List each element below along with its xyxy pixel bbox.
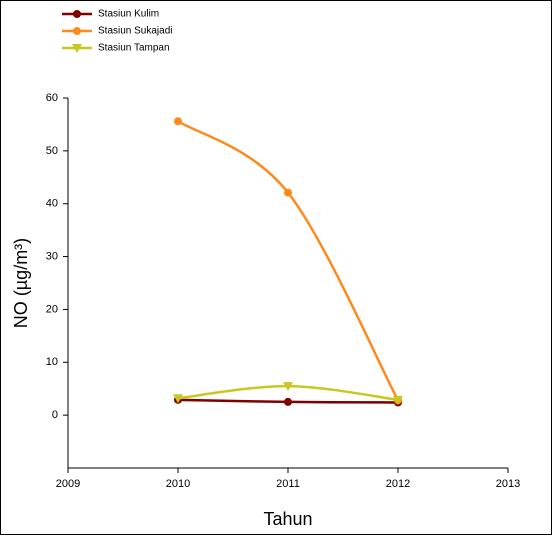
y-tick-label: 40 bbox=[46, 198, 58, 210]
marker bbox=[284, 188, 292, 197]
legend-label: Stasiun Kulim bbox=[98, 9, 159, 20]
x-axis-label: Tahun bbox=[263, 509, 312, 529]
x-tick-label: 2013 bbox=[496, 478, 520, 490]
x-tick-label: 2010 bbox=[166, 478, 190, 490]
y-tick-label: 60 bbox=[46, 92, 58, 104]
x-tick-label: 2009 bbox=[56, 478, 80, 490]
y-tick-label: 0 bbox=[52, 409, 58, 421]
marker bbox=[73, 27, 81, 35]
marker bbox=[284, 397, 292, 406]
marker bbox=[73, 10, 81, 18]
y-tick-label: 30 bbox=[46, 250, 58, 262]
marker bbox=[393, 395, 403, 405]
series-line bbox=[177, 120, 400, 401]
marker bbox=[283, 382, 293, 392]
x-tick-label: 2012 bbox=[386, 478, 410, 490]
marker bbox=[174, 117, 182, 126]
legend-label: Stasiun Tampan bbox=[98, 43, 170, 54]
marker bbox=[72, 44, 82, 53]
y-tick-label: 10 bbox=[46, 356, 58, 368]
marker bbox=[173, 394, 183, 404]
legend-label: Stasiun Sukajadi bbox=[98, 26, 173, 37]
x-tick-label: 2011 bbox=[276, 478, 300, 490]
y-tick-label: 50 bbox=[46, 145, 58, 157]
y-tick-label: 20 bbox=[46, 303, 58, 315]
y-axis-label: NO (µg/m³) bbox=[11, 238, 31, 328]
